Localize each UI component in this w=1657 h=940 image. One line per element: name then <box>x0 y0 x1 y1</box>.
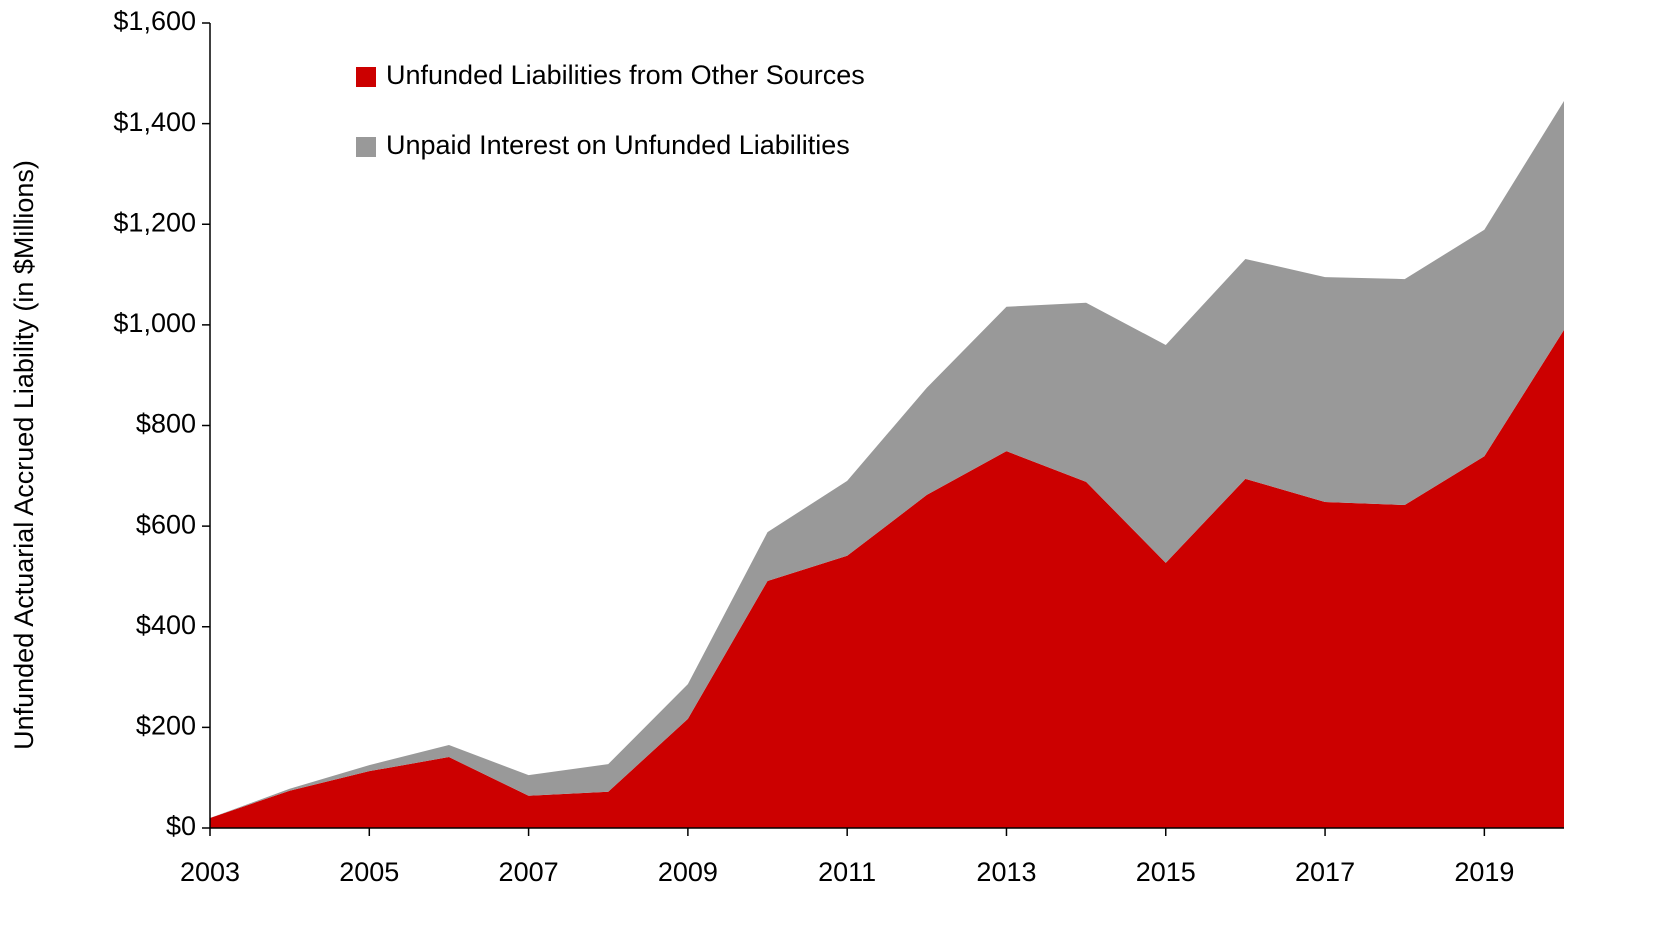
legend-swatch <box>356 137 376 157</box>
y-tick-label: $1,600 <box>113 6 196 36</box>
area <box>210 329 1564 828</box>
y-tick-label: $0 <box>166 811 196 841</box>
y-tick-label: $800 <box>136 409 196 439</box>
legend-swatch <box>356 67 376 87</box>
y-tick-label: $1,200 <box>113 207 196 237</box>
area <box>210 100 1564 818</box>
x-tick-label: 2009 <box>658 857 718 887</box>
y-tick-label: $1,400 <box>113 107 196 137</box>
x-tick-label: 2015 <box>1136 857 1196 887</box>
x-tick-label: 2019 <box>1454 857 1514 887</box>
y-tick-label: $1,000 <box>113 308 196 338</box>
legend-label: Unfunded Liabilities from Other Sources <box>386 60 865 90</box>
x-tick-label: 2005 <box>339 857 399 887</box>
y-axis-label: Unfunded Actuarial Accrued Liability (in… <box>9 160 39 750</box>
y-tick-label: $400 <box>136 610 196 640</box>
y-tick-label: $200 <box>136 711 196 741</box>
x-tick-label: 2003 <box>180 857 240 887</box>
x-tick-label: 2007 <box>499 857 559 887</box>
x-tick-label: 2011 <box>818 857 876 887</box>
legend-label: Unpaid Interest on Unfunded Liabilities <box>386 130 850 160</box>
x-tick-label: 2017 <box>1295 857 1355 887</box>
x-tick-label: 2013 <box>976 857 1036 887</box>
y-tick-label: $600 <box>136 509 196 539</box>
